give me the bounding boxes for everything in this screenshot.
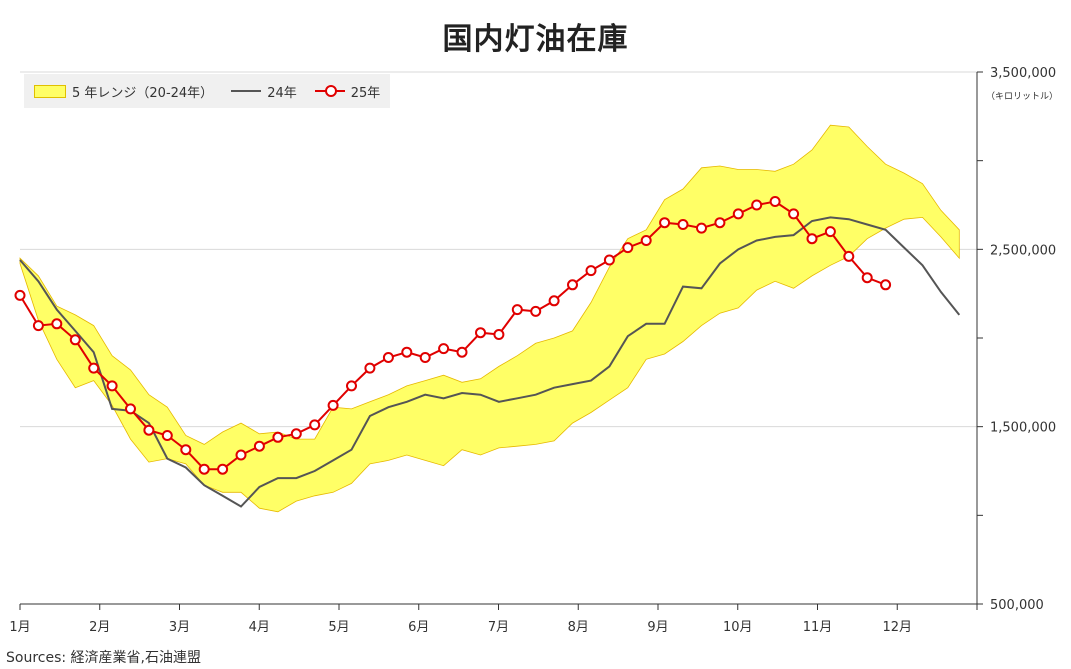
series-25-point [327,399,339,411]
series-25-point [548,295,560,307]
series-25-point [180,444,192,456]
legend-24-label: 24年 [267,85,297,101]
chart-title: 国内灯油在庫 [442,22,629,57]
series-25-point [861,272,873,284]
x-tick-label: 10月 [723,620,753,635]
series-25-point [677,219,689,230]
y-tick-labels: 500,000 1,500,000 2,500,000 3,500,000 [990,66,1056,613]
series-25-point [51,318,63,330]
series-25-point [659,217,671,229]
series-25-line [14,196,892,475]
legend-band-swatch [34,84,66,98]
x-tick-labels: 1月 2月 3月 4月 5月 6月 7月 8月 9月 10月 11月 12月 [9,620,912,635]
series-25-point [475,327,486,339]
legend-item-24: 24年 [231,82,297,101]
x-tick-label: 8月 [568,620,589,635]
series-25-point [788,208,800,220]
series-25-point [88,362,100,374]
series-25-point [824,226,836,238]
series-24-path [19,216,961,508]
series-25-point [493,329,505,340]
series-25-point [106,380,118,392]
series-25-point [290,428,302,440]
series-25-point [640,235,652,246]
y-tick-label: 3,500,000 [990,66,1056,81]
x-tick-label: 7月 [488,620,509,635]
series-25-point [456,346,468,358]
x-tick-label: 4月 [249,620,270,635]
series-24-line [19,216,961,508]
series-25-point [161,430,173,441]
series-25-point [125,403,136,415]
series-25-point [143,424,155,436]
series-25-point [272,431,284,443]
series-25-point [732,208,744,220]
series-25-point [438,343,450,355]
source-note: Sources: 経済産業省,石油連盟 [6,650,201,666]
legend-25-label: 25年 [350,85,381,101]
series-25-point [843,250,855,262]
x-tick-label: 12月 [882,620,912,635]
series-25-point [253,440,265,452]
legend-item-25: 25年 [314,82,381,101]
x-tick-label: 5月 [328,620,349,635]
series-25-point [751,199,763,211]
series-25-point [364,362,376,374]
range-band [19,124,960,513]
x-tick-label: 3月 [169,620,190,635]
series-25-point [530,305,542,317]
x-tick-label: 2月 [89,620,110,635]
series-25-point [622,242,634,254]
y-axis-unit: （キロリットル） [986,92,1059,102]
x-tick-label: 1月 [9,620,30,635]
series-25-point [346,380,357,392]
series-25-point [419,352,431,363]
series-25-point [511,304,523,316]
series-25-point [198,463,210,475]
y-tick-label: 2,500,000 [990,243,1056,258]
y-tick-label: 1,500,000 [990,421,1056,436]
x-tick-label: 11月 [803,620,833,635]
series-25-point [806,233,818,245]
legend-item-band: 5 年レンジ（20-24年） [34,82,213,101]
legend: 5 年レンジ（20-24年） 24年 25年 [24,74,390,108]
series-25-point [32,320,44,332]
series-25-point [769,196,781,207]
series-25-point [696,222,707,234]
series-25-point [567,279,578,291]
series-25-point [603,254,615,266]
series-25-point [585,265,597,277]
series-25-point [309,419,321,431]
x-tick-label: 9月 [647,620,668,635]
x-tick-label: 6月 [408,620,429,635]
series-25-point [235,449,247,461]
series-25-point [14,289,26,301]
y-tick-label: 500,000 [990,598,1044,613]
series-25-point [69,334,81,346]
legend-25-swatch [314,85,345,97]
series-25-point [401,346,413,358]
series-25-point [382,352,394,363]
legend-band-label: 5 年レンジ（20-24年） [72,85,214,101]
series-25-point [217,463,229,475]
legend-24-swatch [231,90,262,92]
series-25-point [714,217,726,229]
axes [19,71,983,610]
series-band-area [19,124,960,513]
series-25-point [880,279,892,291]
